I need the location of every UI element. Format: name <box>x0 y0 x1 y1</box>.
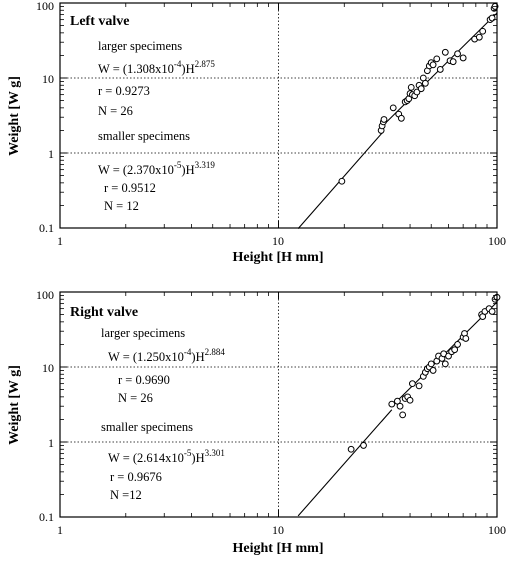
right-valve-panel: 1 10 100 100 10 1 0.1 Height [H mm] Weig… <box>7 288 506 556</box>
right-fit-line <box>297 409 393 517</box>
right-data-point <box>393 397 401 405</box>
right-larger-heading: larger specimens <box>101 326 185 340</box>
right-data-point <box>406 396 414 404</box>
right-larger-r: r = 0.9690 <box>118 373 170 387</box>
right-data-point <box>396 402 404 410</box>
right-y-tick-label: 100 <box>36 288 54 302</box>
right-data-point <box>441 360 449 368</box>
left-x-axis-label: Height [H mm] <box>233 250 324 265</box>
left-larger-n: N = 26 <box>98 104 133 118</box>
right-larger-equation: W = (1.250x10-4)H2.884 <box>108 347 225 364</box>
right-data-point <box>347 445 355 453</box>
left-smaller-equation: W = (2.370x10-5)H3.319 <box>98 160 215 177</box>
right-y-tick-label: 10 <box>42 361 54 375</box>
left-panel-points <box>338 3 499 185</box>
left-smaller-n: N = 12 <box>104 199 139 213</box>
left-y-tick-label: 1 <box>48 147 54 161</box>
left-data-point <box>488 14 496 22</box>
right-data-point <box>415 382 423 390</box>
right-smaller-n: N =12 <box>110 488 142 502</box>
left-panel-fit-lines <box>297 12 498 229</box>
right-data-point <box>451 346 459 354</box>
left-larger-heading: larger specimens <box>98 39 182 53</box>
left-data-point <box>459 54 467 62</box>
left-larger-equation: W = (1.308x10-4)H2.875 <box>98 59 215 76</box>
right-data-point <box>408 380 416 388</box>
right-panel-ticks <box>59 291 498 518</box>
left-y-axis-label: Weight [W g] <box>7 76 22 156</box>
right-x-axis-label: Height [H mm] <box>233 541 324 556</box>
left-y-tick-label: 10 <box>42 72 54 86</box>
left-data-point <box>338 177 346 185</box>
left-data-point <box>429 61 437 69</box>
left-y-tick-label: 0.1 <box>39 221 54 235</box>
right-data-point <box>360 442 367 449</box>
right-x-tick-label: 100 <box>488 523 506 537</box>
left-x-tick-label: 10 <box>272 234 284 248</box>
right-y-tick-label: 1 <box>48 436 54 450</box>
left-data-point <box>417 85 425 93</box>
left-data-point <box>479 27 487 35</box>
right-smaller-equation: W = (2.614x10-5)H3.301 <box>108 448 225 465</box>
left-data-point <box>441 48 449 56</box>
left-data-point <box>433 55 441 63</box>
left-y-tick-label: 100 <box>36 0 54 13</box>
left-data-point <box>475 33 483 41</box>
left-data-point <box>389 104 397 112</box>
right-data-point <box>429 367 437 374</box>
right-data-point <box>462 335 470 342</box>
left-data-point <box>436 66 444 73</box>
left-smaller-heading: smaller specimens <box>98 129 190 143</box>
right-data-point <box>427 360 435 368</box>
left-smaller-r: r = 0.9512 <box>104 181 156 195</box>
left-valve-panel: 1 10 100 100 10 1 0.1 Height [H mm] Weig… <box>7 0 506 265</box>
left-x-tick-label: 100 <box>488 234 506 248</box>
right-data-point <box>388 400 396 408</box>
left-data-point <box>407 83 415 91</box>
right-y-axis-label: Weight [W g] <box>7 365 22 445</box>
left-x-tick-label: 1 <box>57 234 63 248</box>
right-panel-title: Right valve <box>70 305 138 320</box>
left-data-point <box>449 58 457 66</box>
right-smaller-r: r = 0.9676 <box>110 470 162 484</box>
right-smaller-heading: smaller specimens <box>101 420 193 434</box>
right-x-tick-label: 10 <box>272 523 284 537</box>
left-data-point <box>380 116 388 123</box>
right-panel-points <box>347 293 501 453</box>
left-panel-ticks <box>59 2 498 229</box>
right-data-point <box>454 341 461 348</box>
right-data-point <box>488 308 496 315</box>
right-data-point <box>399 411 407 419</box>
left-data-point <box>421 79 429 87</box>
right-y-tick-label: 0.1 <box>39 510 54 524</box>
left-data-point <box>454 50 461 58</box>
left-data-point <box>397 114 405 122</box>
right-x-tick-label: 1 <box>57 523 63 537</box>
left-data-point <box>413 88 421 96</box>
left-larger-r: r = 0.9273 <box>98 84 150 98</box>
left-panel-title: Left valve <box>70 14 129 29</box>
right-larger-n: N = 26 <box>118 391 153 405</box>
right-panel-gridlines <box>60 292 497 517</box>
